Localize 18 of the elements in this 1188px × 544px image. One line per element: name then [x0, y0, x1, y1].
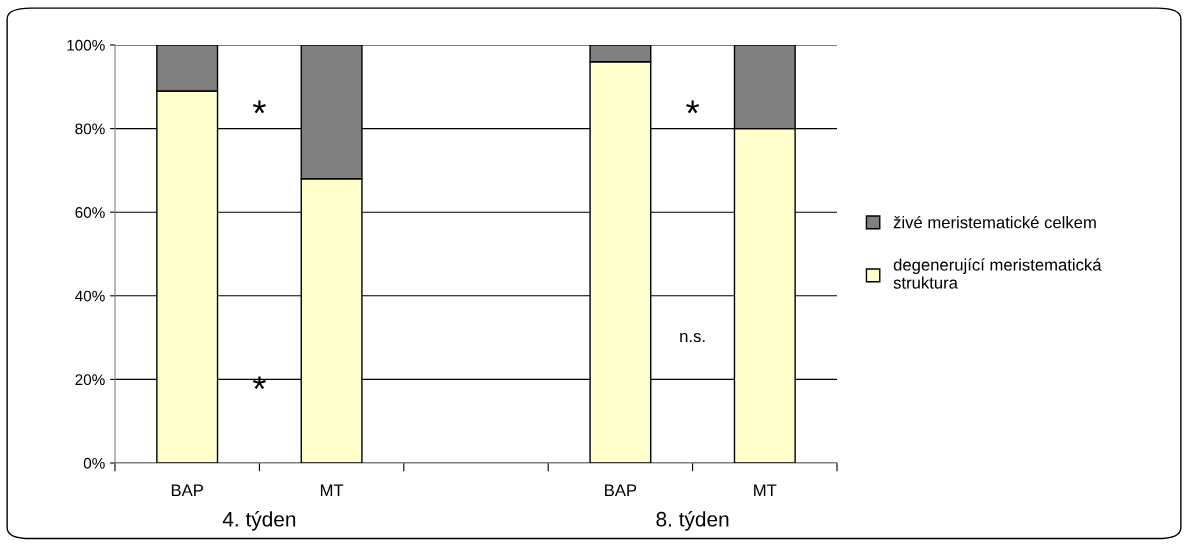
annotation: * [252, 100, 266, 114]
x-tick-label: MT [754, 484, 777, 496]
x-tick-label: MT [320, 484, 344, 496]
annotation: * [252, 376, 266, 390]
text: 4. týden [222, 511, 296, 531]
x-tick-label: BAP [171, 484, 203, 496]
annotation: * [686, 100, 700, 114]
y-tick-label: 60% [75, 207, 105, 218]
legend-label: degenerující meristematická struktura [893, 258, 1102, 289]
y-tick-label: 40% [75, 290, 105, 302]
y-tick-label: 0% [83, 457, 105, 469]
x-tick-label: BAP [605, 484, 637, 496]
y-tick-label: 80% [75, 123, 105, 135]
y-tick-label: 100% [67, 39, 105, 51]
annotation: n.s. [680, 332, 705, 343]
y-tick-label: 20% [75, 374, 105, 386]
legend-label: živé meristematické celkem [893, 215, 1096, 229]
text: 8. týden [656, 511, 729, 531]
